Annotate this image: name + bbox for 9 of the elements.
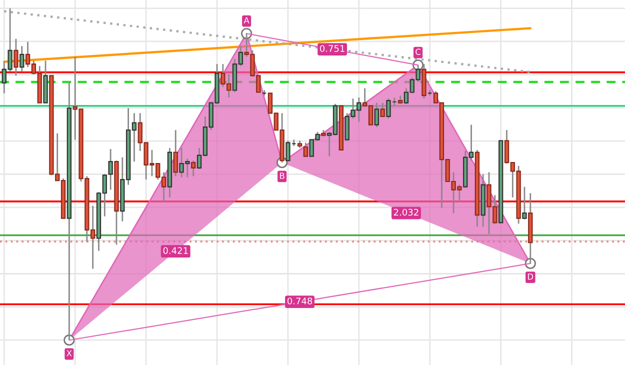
annotation: B <box>280 172 284 179</box>
annotation: 0.751 <box>320 45 344 52</box>
text: X <box>66 350 72 356</box>
annotation: A <box>244 17 250 24</box>
annotation: D <box>528 274 534 280</box>
annotation: 0.748 <box>287 298 312 304</box>
annotation: 0.421 <box>163 247 188 254</box>
annotation: 2.032 <box>394 208 418 216</box>
annotation: C <box>416 48 421 55</box>
